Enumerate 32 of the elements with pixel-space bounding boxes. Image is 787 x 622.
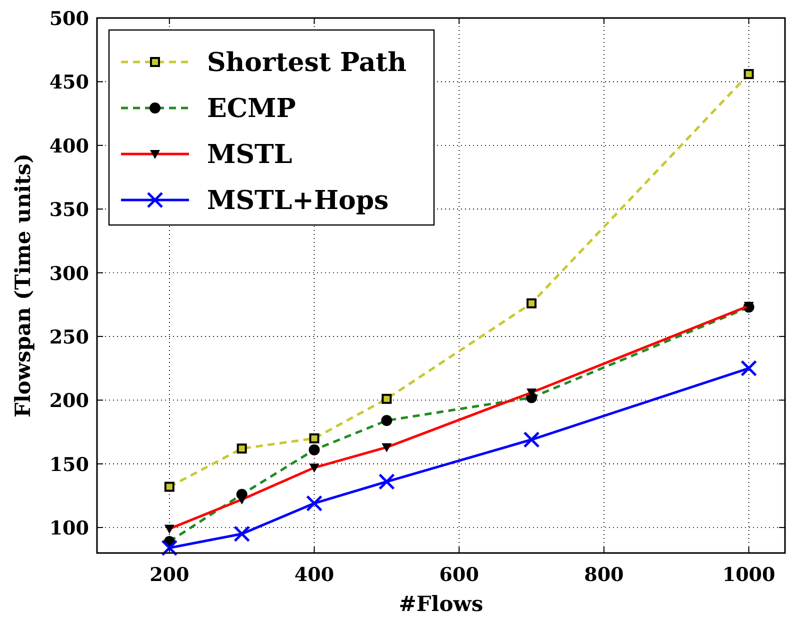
y-tick-label: 350 xyxy=(49,199,89,222)
x-tick-label: 400 xyxy=(294,564,334,586)
legend-label: ECMP xyxy=(207,94,296,124)
x-tick-label: 200 xyxy=(150,564,190,586)
x-tick-label: 600 xyxy=(439,564,479,586)
y-tick-label: 450 xyxy=(49,72,89,94)
y-axis-title: Flowspan (Time units) xyxy=(10,153,35,418)
y-tick-label: 150 xyxy=(49,454,89,476)
y-tick-label: 200 xyxy=(49,390,89,412)
y-tick-label: 250 xyxy=(49,326,89,348)
legend-label: MSTL xyxy=(207,140,292,170)
y-tick-label: 300 xyxy=(49,262,89,285)
point xyxy=(740,360,758,377)
x-axis-title: #Flows xyxy=(398,591,484,616)
point xyxy=(523,431,540,448)
point xyxy=(234,526,250,542)
point xyxy=(306,495,323,512)
legend-label: MSTL+Hops xyxy=(207,186,389,216)
point xyxy=(309,433,320,444)
x-tick-label: 1000 xyxy=(722,564,776,586)
y-tick-label: 100 xyxy=(49,518,89,540)
point xyxy=(161,540,178,556)
point xyxy=(744,69,754,80)
legend-label: Shortest Path xyxy=(207,48,407,78)
point xyxy=(236,444,247,454)
point xyxy=(164,482,174,492)
point xyxy=(378,473,395,490)
y-tick-label: 500 xyxy=(49,8,89,30)
point xyxy=(526,298,537,308)
point xyxy=(382,394,392,404)
x-tick-label: 800 xyxy=(584,564,624,586)
y-tick-label: 400 xyxy=(49,135,89,158)
